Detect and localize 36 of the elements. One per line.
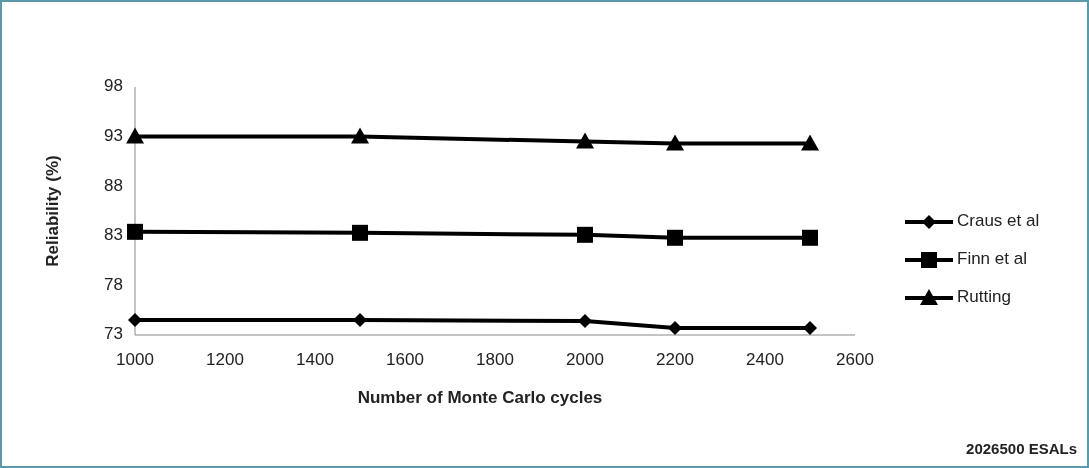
y-tick-label: 98	[104, 76, 123, 96]
y-tick-label: 93	[104, 126, 123, 146]
point	[127, 223, 143, 240]
x-tick-label: 1000	[116, 350, 154, 370]
x-tick-label: 2400	[746, 350, 784, 370]
text: 2026500 ESALs	[966, 440, 1077, 457]
point	[352, 224, 368, 241]
point	[577, 226, 593, 243]
x-tick-label: 2600	[836, 350, 874, 370]
y-tick-label: 83	[104, 225, 123, 245]
x-tick-label: 2200	[656, 350, 694, 370]
point	[351, 127, 369, 144]
point	[128, 313, 142, 328]
point	[576, 132, 594, 149]
point	[667, 229, 683, 246]
x-tick-label: 1200	[206, 350, 244, 370]
legend-label: Finn et al	[957, 249, 1027, 269]
x-tick-label: 1600	[386, 350, 424, 370]
point	[353, 313, 367, 328]
point	[803, 321, 817, 336]
point	[802, 229, 818, 246]
y-tick-label: 88	[104, 175, 123, 195]
y-tick-label: 78	[104, 274, 123, 294]
legend-label: Rutting	[957, 287, 1011, 307]
point	[578, 314, 592, 329]
point	[801, 134, 819, 151]
y-tick-label: 73	[104, 324, 123, 344]
point	[668, 321, 682, 336]
x-tick-label: 2000	[566, 350, 604, 370]
point	[126, 127, 144, 144]
x-axis-title: Number of Monte Carlo cycles	[357, 388, 603, 407]
legend-label: Craus et al	[957, 211, 1040, 231]
y-axis-title: Reliability (%)	[43, 155, 62, 267]
point	[666, 134, 684, 151]
x-tick-label: 1400	[296, 350, 334, 370]
x-tick-label: 1800	[476, 350, 514, 370]
